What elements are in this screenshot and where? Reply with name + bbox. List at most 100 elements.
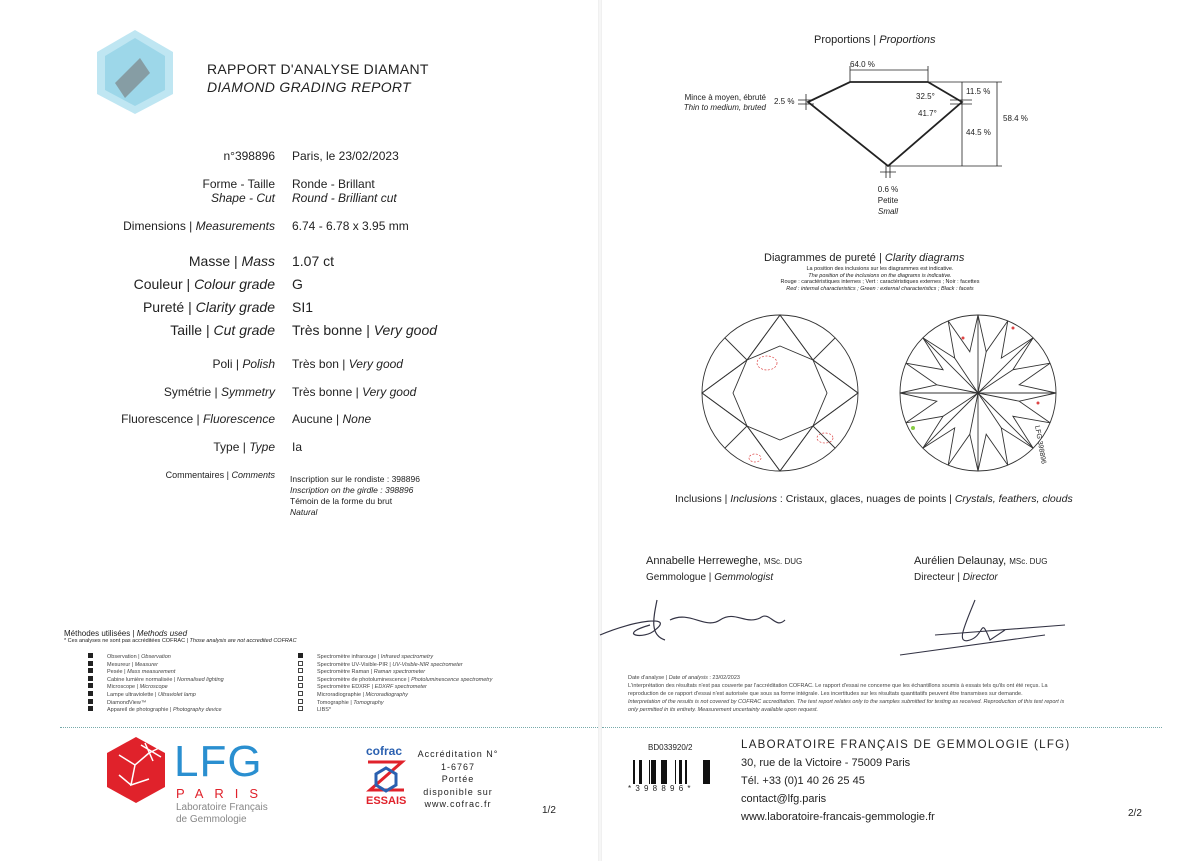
method-item: Spectromètre infrarouge | Infrared spect… (298, 653, 433, 660)
lfg-hexagon-logo (107, 737, 165, 803)
report-code: BD033920/2 (648, 743, 693, 752)
method-item: Spectromètre EDXRF | EDXRF spectrometer (298, 683, 427, 690)
value-clarity: SI1 (292, 299, 314, 315)
signature-2 (899, 599, 1066, 656)
comments: Inscription sur le rondiste : 398896 Insc… (290, 474, 420, 517)
lfg-logo-text: LFG (174, 737, 263, 786)
inclusions-line: Inclusions | Inclusions : Cristaux, glac… (675, 493, 1073, 505)
legal-text: Date d'analyse | Date of analysis : 23/0… (628, 675, 1065, 713)
lab-email[interactable]: contact@lfg.paris (741, 793, 827, 805)
value-mass: 1.07 ct (292, 253, 335, 269)
value-measurements: 6.74 - 6.78 x 3.95 mm (292, 219, 409, 233)
label-comments: Commentaires | Comments (165, 470, 275, 480)
checked-box-icon (88, 698, 93, 704)
checked-box-icon (88, 668, 93, 674)
lfg-lab-name: Laboratoire Français de Gemmologie (176, 802, 268, 825)
cofrac-brand: cofrac (366, 744, 403, 758)
empty-box-icon (298, 668, 303, 674)
pavilion-angle: 41.7° (918, 109, 937, 118)
pavilion-depth: 44.5 % (966, 128, 991, 137)
signer-1-name: Annabelle Herreweghe, MSc. DUG (646, 555, 803, 567)
total-depth: 58.4 % (1003, 114, 1028, 123)
method-item: LIBS* (298, 706, 331, 713)
checked-box-icon (88, 706, 93, 712)
barcode (633, 760, 710, 784)
checked-box-icon (88, 683, 93, 689)
value-polish: Très bon | Very good (292, 357, 403, 371)
method-item: Tomographie | Tomography (298, 698, 384, 706)
proportions-diagram (798, 66, 1002, 178)
label-polish: Poli | Polish (212, 357, 276, 371)
signer-2-role: Directeur | Director (914, 572, 998, 583)
crown-height: 11.5 % (966, 87, 991, 96)
empty-box-icon (298, 691, 303, 696)
cofrac-logo-mark (366, 760, 406, 793)
lfg-paris: PARIS (176, 786, 270, 801)
label-clarity: Pureté | Clarity grade (142, 299, 275, 315)
value-shape: Ronde - Brillant (292, 177, 375, 191)
girdle-pct: 2.5 % (774, 97, 795, 106)
page-number-1: 1/2 (542, 805, 556, 816)
method-item: Spectromètre UV-Visible-PIR | UV-Visible… (298, 660, 463, 668)
value-symmetry: Très bonne | Very good (292, 385, 417, 399)
empty-box-icon (298, 660, 303, 666)
clarity-diagram-crown (701, 314, 859, 472)
label-colour: Couleur | Colour grade (133, 276, 275, 292)
method-item: Spectromètre de photoluminescence | Phot… (298, 675, 492, 683)
value-fluorescence: Aucune | None (292, 412, 372, 426)
value-shape-en: Round - Brilliant cut (292, 191, 397, 205)
label-cut: Taille | Cut grade (170, 322, 275, 338)
label-symmetry: Symétrie | Symmetry (163, 385, 275, 399)
method-item: Appareil de photographie | Photography d… (88, 706, 222, 713)
report-number: n°398896 (223, 149, 275, 163)
checked-box-icon (88, 653, 93, 658)
crown-angle: 32.5° (916, 92, 935, 101)
cofrac-essais: ESSAIS (366, 795, 407, 807)
girdle-description: Mince à moyen, ébruté Thin to medium, bru… (683, 93, 766, 112)
clarity-notes: La position des inclusions sur les diagr… (780, 266, 980, 292)
lab-name: LABORATOIRE FRANÇAIS DE GEMMOLOGIE (LFG) (741, 739, 1071, 751)
cofrac-accreditation: Accréditation N° 1-6767 Portée disponible s… (417, 749, 499, 809)
methods-title: Méthodes utilisées | Methods used (64, 629, 188, 638)
lab-website[interactable]: www.laboratoire-francais-gemmologie.fr (741, 811, 935, 823)
checked-box-icon (88, 691, 93, 696)
checked-box-icon (88, 660, 93, 666)
method-item: Cabine lumière normalisée | Normalised l… (88, 675, 224, 683)
lab-address: 30, rue de la Victoire - 75009 Paris (741, 757, 911, 769)
divider (602, 727, 1162, 728)
report-title-en: DIAMOND GRADING REPORT (207, 79, 411, 95)
page-number-2: 2/2 (1128, 808, 1142, 819)
empty-box-icon (298, 683, 303, 689)
divider (60, 727, 598, 728)
barcode-text: * 3 9 8 8 9 6 * (628, 784, 692, 793)
value-type: Ia (292, 440, 303, 454)
empty-box-icon (298, 698, 303, 704)
method-item: Spectromètre Raman | Raman spectrometer (298, 668, 425, 675)
checked-box-icon (298, 653, 303, 658)
method-item: Pesée | Mass measurement (88, 668, 175, 675)
clarity-diagram-pavilion (899, 314, 1057, 472)
lab-phone: Tél. +33 (0)1 40 26 25 45 (741, 775, 865, 787)
value-colour: G (292, 276, 303, 292)
label-fluorescence: Fluorescence | Fluorescence (121, 412, 275, 426)
method-item: Microradiographie | Microradiography (298, 691, 408, 698)
table-pct: 64.0 % (850, 60, 875, 69)
signature-1 (599, 599, 786, 641)
method-item: Mesureur | Measurer (88, 660, 158, 668)
value-cut: Très bonne | Very good (292, 322, 438, 338)
report-date: Paris, le 23/02/2023 (292, 149, 399, 163)
report-title-fr: RAPPORT D'ANALYSE DIAMANT (207, 61, 429, 77)
label-mass: Masse | Mass (188, 253, 275, 269)
method-item: DiamondView™ (88, 698, 146, 706)
culet-description: 0.6 % Petite Small (877, 185, 899, 216)
method-item: Microscope | Microscope (88, 683, 168, 690)
label-measurements: Dimensions | Measurements (123, 219, 275, 233)
proportions-title: Proportions | Proportions (814, 34, 936, 46)
page-fold (598, 0, 602, 861)
signer-2-name: Aurélien Delaunay, MSc. DUG (914, 555, 1048, 567)
signer-1-role: Gemmologue | Gemmologist (646, 572, 774, 583)
checked-box-icon (88, 675, 93, 681)
method-item: Observation | Observation (88, 653, 171, 660)
label-shape: Forme - Taille (202, 177, 275, 191)
clarity-title: Diagrammes de pureté | Clarity diagrams (764, 252, 965, 264)
